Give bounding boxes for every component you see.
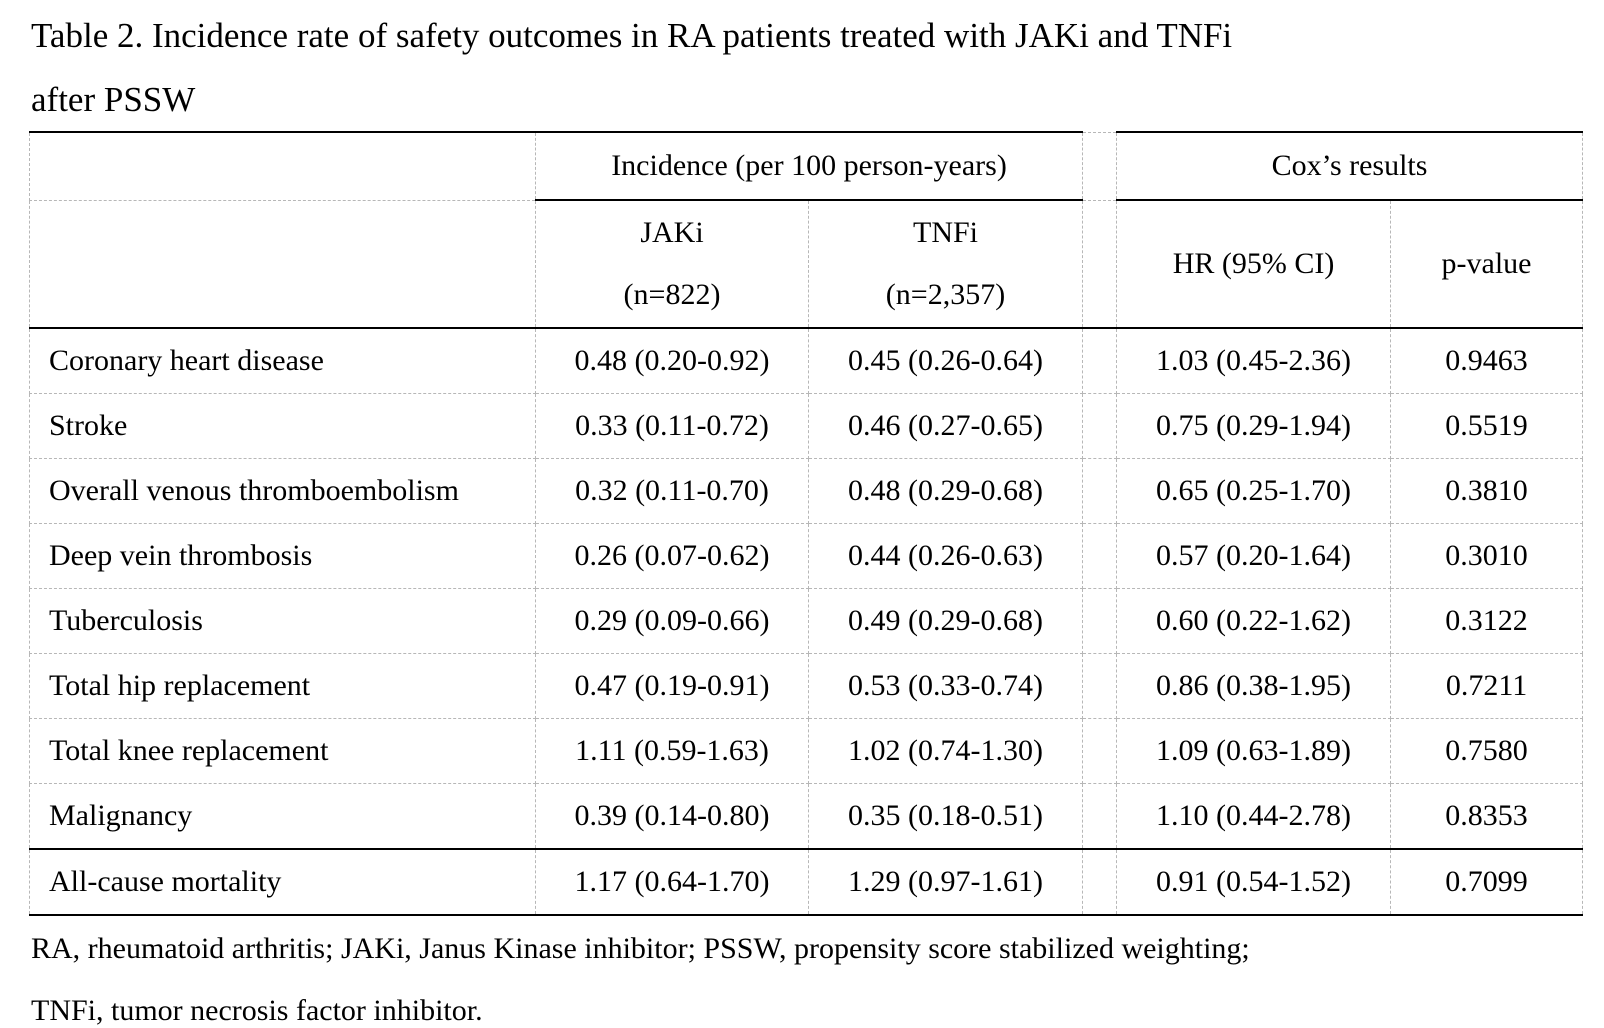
hazard-ratio-cell: 0.60 (0.22-1.62) <box>1116 588 1392 654</box>
hazard-ratio-cell: 0.91 (0.54-1.52) <box>1116 848 1392 916</box>
outcome-cell: Total hip replacement <box>29 653 536 719</box>
jaki-incidence-cell: 0.39 (0.14-0.80) <box>535 783 809 850</box>
hazard-ratio-cell: 1.09 (0.63-1.89) <box>1116 718 1392 784</box>
tnfi-incidence-cell: 0.49 (0.29-0.68) <box>807 588 1084 654</box>
outcome-cell: Coronary heart disease <box>29 327 536 394</box>
column-gap <box>1082 327 1118 394</box>
jaki-name: JAKi <box>640 216 704 249</box>
table-row: All-cause mortality 1.17 (0.64-1.70) 1.29 … <box>29 848 1584 916</box>
jaki-incidence-cell: 0.33 (0.11-0.72) <box>535 393 809 459</box>
column-gap <box>1082 458 1118 524</box>
column-gap <box>1082 588 1118 654</box>
jaki-column-header: JAKi (n=822) <box>535 199 809 329</box>
hazard-ratio-cell: 0.86 (0.38-1.95) <box>1116 653 1392 719</box>
table-row: Total hip replacement 0.47 (0.19-0.91) 0.5… <box>29 653 1584 719</box>
safety-outcomes-table: Incidence (per 100 person-years) Cox’s r… <box>29 131 1584 916</box>
pvalue-cell: 0.9463 <box>1390 327 1584 394</box>
tnfi-incidence-cell: 0.53 (0.33-0.74) <box>807 653 1084 719</box>
outcome-cell: Deep vein thrombosis <box>29 523 536 589</box>
column-gap <box>1082 523 1118 589</box>
header-blank-cell <box>29 199 536 329</box>
outcome-cell: All-cause mortality <box>29 848 536 916</box>
hr-column-header: HR (95% CI) <box>1116 199 1392 329</box>
jaki-incidence-cell: 0.48 (0.20-0.92) <box>535 327 809 394</box>
cox-results-group-header: Cox’s results <box>1116 131 1584 201</box>
table-row: Malignancy 0.39 (0.14-0.80) 0.35 (0.18-0.5… <box>29 783 1584 850</box>
jaki-incidence-cell: 1.17 (0.64-1.70) <box>535 848 809 916</box>
outcome-cell: Total knee replacement <box>29 718 536 784</box>
pvalue-cell: 0.8353 <box>1390 783 1584 850</box>
tnfi-name: TNFi <box>913 216 979 249</box>
pvalue-cell: 0.7211 <box>1390 653 1584 719</box>
column-gap <box>1082 783 1118 850</box>
table-caption-line-2: after PSSW <box>31 80 196 119</box>
jaki-incidence-cell: 0.47 (0.19-0.91) <box>535 653 809 719</box>
jaki-incidence-cell: 0.29 (0.09-0.66) <box>535 588 809 654</box>
jaki-count: (n=822) <box>623 278 721 311</box>
column-gap <box>1082 718 1118 784</box>
tnfi-column-header: TNFi (n=2,357) <box>807 199 1084 329</box>
incidence-group-header: Incidence (per 100 person-years) <box>534 131 1084 201</box>
table-row: Deep vein thrombosis 0.26 (0.07-0.62) 0.44… <box>29 523 1584 589</box>
pvalue-column-header: p-value <box>1390 199 1584 329</box>
table-row: Total knee replacement 1.11 (0.59-1.63) 1.… <box>29 718 1584 784</box>
tnfi-incidence-cell: 0.35 (0.18-0.51) <box>807 783 1084 850</box>
hazard-ratio-cell: 0.57 (0.20-1.64) <box>1116 523 1392 589</box>
header-row-groups: Incidence (per 100 person-years) Cox’s r… <box>29 131 1584 201</box>
jaki-incidence-cell: 0.26 (0.07-0.62) <box>535 523 809 589</box>
table-row: Coronary heart disease 0.48 (0.20-0.92) 0.… <box>29 327 1584 394</box>
table-row: Stroke 0.33 (0.11-0.72) 0.46 (0.27-0.65) 0.… <box>29 393 1584 459</box>
pvalue-cell: 0.7099 <box>1390 848 1584 916</box>
pvalue-cell: 0.5519 <box>1390 393 1584 459</box>
footnote-line-2: TNFi, tumor necrosis factor inhibitor. <box>31 994 483 1027</box>
outcome-cell: Malignancy <box>29 783 536 850</box>
table-row: Tuberculosis 0.29 (0.09-0.66) 0.49 (0.29-0… <box>29 588 1584 654</box>
column-gap <box>1082 653 1118 719</box>
hazard-ratio-cell: 0.75 (0.29-1.94) <box>1116 393 1392 459</box>
tnfi-incidence-cell: 0.48 (0.29-0.68) <box>807 458 1084 524</box>
column-gap <box>1082 848 1118 916</box>
header-blank-cell <box>29 131 536 201</box>
tnfi-incidence-cell: 0.45 (0.26-0.64) <box>807 327 1084 394</box>
header-row-columns: JAKi (n=822) TNFi (n=2,357) HR (95% CI) … <box>29 199 1584 329</box>
tnfi-incidence-cell: 1.02 (0.74-1.30) <box>807 718 1084 784</box>
tnfi-incidence-cell: 0.46 (0.27-0.65) <box>807 393 1084 459</box>
jaki-incidence-cell: 0.32 (0.11-0.70) <box>535 458 809 524</box>
column-gap <box>1082 393 1118 459</box>
outcome-cell: Tuberculosis <box>29 588 536 654</box>
pvalue-cell: 0.7580 <box>1390 718 1584 784</box>
tnfi-incidence-cell: 1.29 (0.97-1.61) <box>807 848 1084 916</box>
hazard-ratio-cell: 0.65 (0.25-1.70) <box>1116 458 1392 524</box>
footnote-line-1: RA, rheumatoid arthritis; JAKi, Janus Ki… <box>31 932 1250 965</box>
tnfi-count: (n=2,357) <box>885 278 1006 311</box>
jaki-incidence-cell: 1.11 (0.59-1.63) <box>535 718 809 784</box>
table-caption-line-1: Table 2. Incidence rate of safety outcom… <box>31 16 1233 55</box>
pvalue-cell: 0.3122 <box>1390 588 1584 654</box>
outcome-cell: Stroke <box>29 393 536 459</box>
table-row: Overall venous thromboembolism 0.32 (0.11… <box>29 458 1584 524</box>
outcome-cell: Overall venous thromboembolism <box>29 458 536 524</box>
hazard-ratio-cell: 1.03 (0.45-2.36) <box>1116 327 1392 394</box>
pvalue-cell: 0.3810 <box>1390 458 1584 524</box>
hazard-ratio-cell: 1.10 (0.44-2.78) <box>1116 783 1392 850</box>
column-gap <box>1082 199 1118 329</box>
tnfi-incidence-cell: 0.44 (0.26-0.63) <box>807 523 1084 589</box>
column-gap <box>1082 131 1118 201</box>
pvalue-cell: 0.3010 <box>1390 523 1584 589</box>
